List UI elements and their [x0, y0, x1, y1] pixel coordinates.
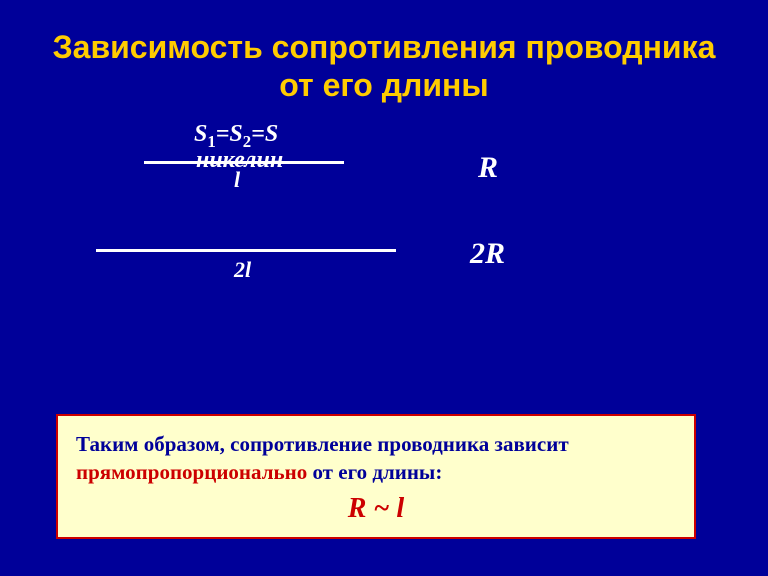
- condition-suffix: =S: [251, 121, 278, 147]
- wire-2: [96, 249, 396, 252]
- slide-title: Зависимость сопротивления проводника от …: [48, 28, 720, 105]
- wire-2-label: 2l: [234, 257, 251, 283]
- resistance-1: R: [478, 151, 498, 185]
- conclusion-accent: прямопропорционально: [76, 460, 307, 484]
- conclusion-box: Таким образом, сопротивление проводника …: [56, 414, 696, 539]
- conclusion-after: от его длины:: [307, 460, 442, 484]
- resistance-2: 2R: [470, 237, 505, 271]
- conclusion-formula: R ~ l: [76, 493, 676, 525]
- conclusion-text: Таким образом, сопротивление проводника …: [76, 430, 676, 487]
- wire-1: [144, 161, 344, 164]
- condition-s1: S: [194, 121, 207, 147]
- conclusion-before: Таким образом, сопротивление проводника …: [76, 432, 569, 456]
- slide: Зависимость сопротивления проводника от …: [0, 0, 768, 576]
- content-area: S1=S2=S никелин l 2l R 2R: [48, 121, 720, 351]
- condition-eq1: =S: [216, 121, 243, 147]
- wire-1-label: l: [234, 167, 240, 193]
